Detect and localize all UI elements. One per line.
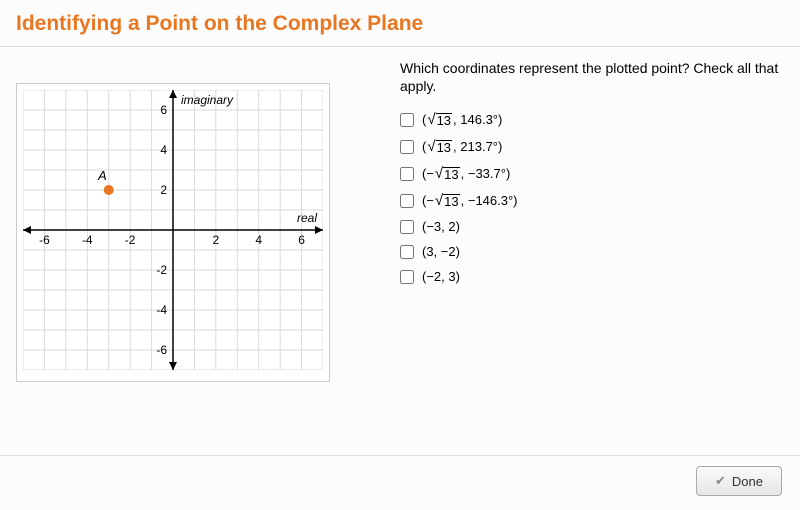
graph-container: -6 -6 -4 -4 -2 -2 2 2 4 4 6 6 real imaginary A xyxy=(16,83,330,382)
done-label: Done xyxy=(732,474,763,489)
option-label: (−√13, −33.7°) xyxy=(422,165,510,182)
check-icon: ✔ xyxy=(715,473,726,489)
svg-text:6: 6 xyxy=(298,233,305,247)
option-checkbox[interactable] xyxy=(400,220,414,234)
svg-text:-4: -4 xyxy=(156,303,167,317)
svg-text:6: 6 xyxy=(160,103,167,117)
question-column: Which coordinates represent the plotted … xyxy=(400,59,784,382)
option-row[interactable]: (−√13, −33.7°) xyxy=(400,165,784,182)
option-row[interactable]: (√13, 213.7°) xyxy=(400,138,784,155)
option-row[interactable]: (√13, 146.3°) xyxy=(400,111,784,128)
svg-text:real: real xyxy=(297,211,317,225)
option-label: (√13, 146.3°) xyxy=(422,111,502,128)
svg-text:-4: -4 xyxy=(82,233,93,247)
option-checkbox[interactable] xyxy=(400,245,414,259)
option-checkbox[interactable] xyxy=(400,167,414,181)
done-button[interactable]: ✔ Done xyxy=(696,466,782,496)
svg-text:4: 4 xyxy=(160,143,167,157)
svg-text:-6: -6 xyxy=(39,233,50,247)
options-list: (√13, 146.3°) (√13, 213.7°) (−√13, −33.7°)… xyxy=(400,111,784,284)
option-label: (3, −2) xyxy=(422,244,460,259)
option-label: (−3, 2) xyxy=(422,219,460,234)
option-row[interactable]: (−√13, −146.3°) xyxy=(400,192,784,209)
svg-text:A: A xyxy=(97,168,107,183)
svg-text:-2: -2 xyxy=(125,233,136,247)
option-row[interactable]: (3, −2) xyxy=(400,244,784,259)
footer-divider xyxy=(0,455,800,456)
svg-text:4: 4 xyxy=(255,233,262,247)
option-label: (√13, 213.7°) xyxy=(422,138,502,155)
svg-text:imaginary: imaginary xyxy=(181,93,234,107)
graph-column: -6 -6 -4 -4 -2 -2 2 2 4 4 6 6 real imaginary A xyxy=(16,59,376,382)
svg-text:-2: -2 xyxy=(156,263,167,277)
option-checkbox[interactable] xyxy=(400,194,414,208)
option-checkbox[interactable] xyxy=(400,113,414,127)
option-checkbox[interactable] xyxy=(400,140,414,154)
option-row[interactable]: (−3, 2) xyxy=(400,219,784,234)
svg-text:-6: -6 xyxy=(156,343,167,357)
page-title: Identifying a Point on the Complex Plane xyxy=(16,12,784,36)
complex-plane-graph: -6 -6 -4 -4 -2 -2 2 2 4 4 6 6 real imaginary A xyxy=(23,90,323,370)
content: -6 -6 -4 -4 -2 -2 2 2 4 4 6 6 real imaginary A Which c… xyxy=(0,47,800,394)
option-checkbox[interactable] xyxy=(400,270,414,284)
option-row[interactable]: (−2, 3) xyxy=(400,269,784,284)
svg-text:2: 2 xyxy=(213,233,220,247)
question-text: Which coordinates represent the plotted … xyxy=(400,59,784,95)
option-label: (−√13, −146.3°) xyxy=(422,192,518,209)
option-label: (−2, 3) xyxy=(422,269,460,284)
svg-text:2: 2 xyxy=(160,183,167,197)
header: Identifying a Point on the Complex Plane xyxy=(0,0,800,46)
